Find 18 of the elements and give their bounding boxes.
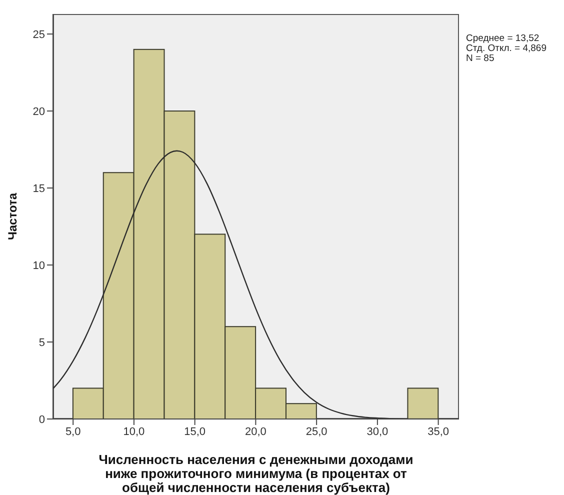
y-axis-title: Частота: [5, 192, 20, 240]
y-tick-label: 0: [38, 414, 45, 426]
x-tick-label: 15,0: [184, 426, 206, 438]
x-tick-label: 10,0: [123, 426, 145, 438]
y-tick-label: 10: [32, 260, 45, 272]
y-tick-label: 25: [32, 28, 45, 41]
x-tick-label: 5,0: [65, 426, 81, 438]
x-tick-label: 20,0: [244, 426, 266, 438]
y-tick-label: 15: [32, 182, 45, 195]
text: Среднее = 13,52: [466, 33, 540, 44]
x-tick-label: 25,0: [306, 426, 328, 438]
text: N = 85: [466, 53, 496, 64]
x-axis-title: Численность населения с денежными доходами ниже прожиточного минимума (в процентах от общей численности населения субъекта): [98, 452, 414, 495]
y-tick-label: 5: [38, 336, 45, 349]
y-tick-label: 20: [32, 106, 45, 118]
x-tick-label: 30,0: [366, 426, 388, 438]
text: Стд. Откл. = 4,869: [466, 43, 547, 54]
x-tick-label: 35,0: [428, 426, 450, 438]
